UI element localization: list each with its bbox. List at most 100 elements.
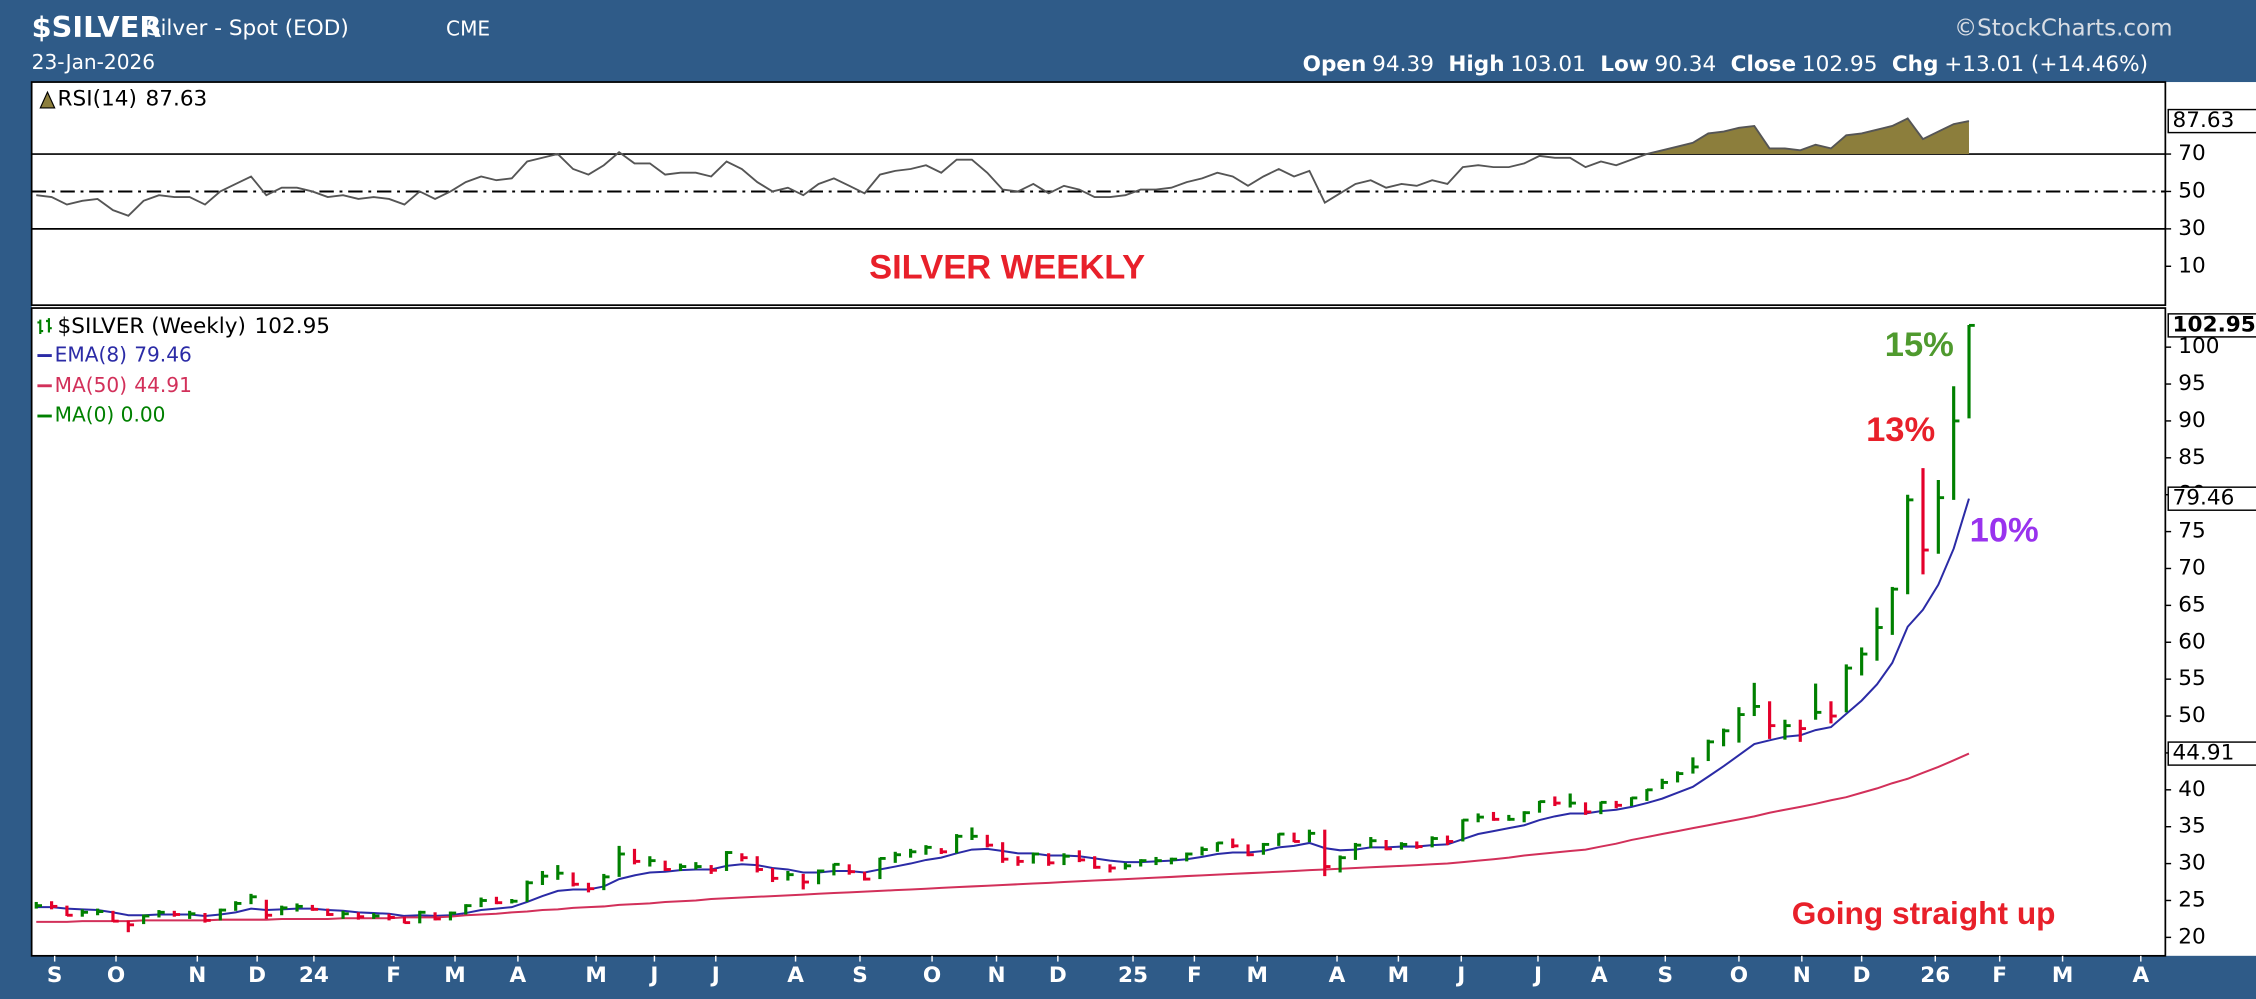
x-tick-label: J xyxy=(710,963,720,988)
x-tick-label: N xyxy=(188,963,206,988)
x-tick-label: S xyxy=(852,963,868,988)
x-tick-label: J xyxy=(1532,963,1542,988)
quote-label: Low xyxy=(1600,52,1649,77)
credit: ©StockCharts.com xyxy=(1954,15,2172,41)
x-tick-label: A xyxy=(2132,963,2149,988)
y-tick-label: 85 xyxy=(2178,445,2205,470)
y-tick-label: 35 xyxy=(2178,814,2205,839)
quote-value: +13.01 (+14.46%) xyxy=(1944,52,2148,77)
y-tick-label: 100 xyxy=(2178,334,2219,359)
rsi-fill xyxy=(557,118,1970,155)
quote-label: Close xyxy=(1731,52,1797,77)
x-tick-label: F xyxy=(386,963,401,988)
price-legend-value: 102.95 xyxy=(255,314,330,339)
annotation: SILVER WEEKLY xyxy=(869,248,1145,286)
rsi-line xyxy=(36,117,1970,217)
value-label: 87.63 xyxy=(2173,108,2235,133)
legend-entry: EMA(8) 79.46 xyxy=(55,342,192,366)
x-tick-label: 24 xyxy=(299,963,329,988)
plot-background xyxy=(31,82,2256,956)
value-box xyxy=(2167,108,2256,134)
price-legend-name: $SILVER (Weekly) xyxy=(58,314,246,339)
x-tick-label: O xyxy=(1730,963,1748,988)
x-tick-label: M xyxy=(1247,963,1268,988)
legend-entry: MA(0) 0.00 xyxy=(55,403,166,427)
y-tick-label: 75 xyxy=(2178,519,2205,544)
y-tick-label: 40 xyxy=(2178,777,2205,802)
x-tick-label: D xyxy=(248,963,266,988)
y-tick-label: 65 xyxy=(2178,592,2205,617)
date: 23-Jan-2026 xyxy=(32,50,155,74)
value-label: 44.91 xyxy=(2173,741,2235,766)
value-label: 102.95 xyxy=(2173,312,2256,337)
y-tick-label: 50 xyxy=(2178,703,2205,728)
rsi-legend: RSI(14) 87.63 xyxy=(58,86,208,111)
price-icon xyxy=(37,318,52,334)
quote-value: 102.95 xyxy=(1802,52,1877,77)
x-tick-label: J xyxy=(648,963,658,988)
x-tick-label: M xyxy=(2052,963,2073,988)
quote-label: Chg xyxy=(1892,52,1939,77)
value-label: 79.46 xyxy=(2173,486,2235,511)
price-panel xyxy=(30,307,2167,957)
quote: Open 94.39 High 103.01 Low 90.34 Close 102.95 Ch… xyxy=(1303,52,2148,77)
x-tick-label: D xyxy=(1853,963,1871,988)
rsi-legend-name: RSI(14) xyxy=(58,86,137,111)
x-tick-label: S xyxy=(1658,963,1674,988)
annotation: Going straight up xyxy=(1792,895,2056,931)
annotation: 10% xyxy=(1970,512,2039,550)
quote-value: 90.34 xyxy=(1654,52,1716,77)
rsi-legend-value: 87.63 xyxy=(146,86,208,111)
x-tick-label: A xyxy=(787,963,804,988)
rsi-y-tick-label: 70 xyxy=(2178,141,2205,166)
x-tick-label: M xyxy=(444,963,465,988)
x-tick-label: A xyxy=(1329,963,1346,988)
y-tick-label: 95 xyxy=(2178,371,2205,396)
x-tick-label: 25 xyxy=(1118,963,1148,988)
x-tick-label: F xyxy=(1187,963,1202,988)
value-box xyxy=(2167,741,2256,766)
symbol: $SILVER xyxy=(32,10,162,44)
y-tick-label: 90 xyxy=(2178,408,2205,433)
quote-value: 103.01 xyxy=(1510,52,1585,77)
y-tick-label: 55 xyxy=(2178,666,2205,691)
x-tick-label: J xyxy=(1455,963,1465,988)
exchange: CME xyxy=(446,17,490,41)
x-tick-label: F xyxy=(1992,963,2007,988)
price-legend: $SILVER (Weekly) 102.95 xyxy=(58,314,331,339)
quote-label: High xyxy=(1448,52,1504,77)
rsi-y-tick-label: 30 xyxy=(2178,216,2205,241)
x-tick-label: N xyxy=(1793,963,1811,988)
quote-label: Open xyxy=(1303,52,1367,77)
legend-name: MA(50) xyxy=(55,372,127,396)
value-box xyxy=(2167,486,2256,511)
y-tick-label: 20 xyxy=(2178,924,2205,949)
x-tick-label: A xyxy=(510,963,527,988)
y-tick-label: 70 xyxy=(2178,555,2205,580)
instrument-name: Silver - Spot (EOD) xyxy=(147,16,349,41)
x-tick-label: O xyxy=(107,963,125,988)
x-tick-label: O xyxy=(923,963,941,988)
rsi-icon xyxy=(39,90,56,109)
x-tick-label: A xyxy=(1591,963,1608,988)
y-tick-label: 30 xyxy=(2178,851,2205,876)
x-tick-label: M xyxy=(585,963,606,988)
quote-value: 94.39 xyxy=(1372,52,1434,77)
rsi-y-tick-label: 50 xyxy=(2178,178,2205,203)
rsi-y-tick-label: 10 xyxy=(2178,253,2205,278)
legend-value: 44.91 xyxy=(134,372,192,396)
legend-entry: MA(50) 44.91 xyxy=(55,372,192,396)
x-tick-label: M xyxy=(1388,963,1409,988)
x-tick-label: N xyxy=(987,963,1005,988)
y-tick-label: 25 xyxy=(2178,887,2205,912)
annotation: 13% xyxy=(1866,411,1935,449)
rsi-panel xyxy=(30,81,2167,307)
y-tick-label: 60 xyxy=(2178,629,2205,654)
annotation: 15% xyxy=(1885,326,1954,364)
x-tick-label: S xyxy=(47,963,63,988)
x-tick-label: 26 xyxy=(1920,963,1950,988)
legend-name: EMA(8) xyxy=(55,342,127,366)
legend-value: 79.46 xyxy=(134,342,192,366)
